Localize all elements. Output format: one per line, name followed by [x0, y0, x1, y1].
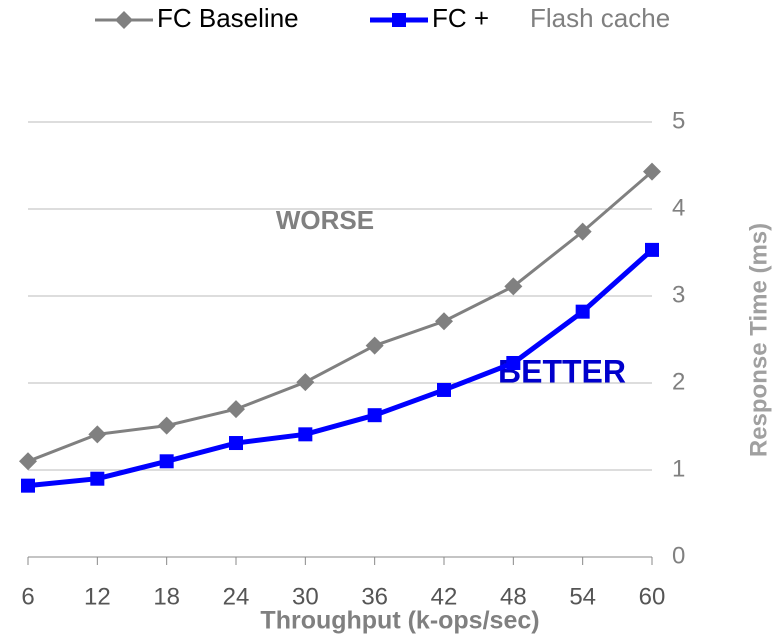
- x-tick-label: 12: [84, 583, 111, 610]
- point: [19, 452, 37, 471]
- x-tick-label: 48: [500, 583, 527, 610]
- point: [21, 478, 35, 493]
- y-tick-label: 3: [672, 281, 685, 308]
- y-tick-label: 2: [672, 368, 685, 395]
- point: [159, 454, 174, 469]
- point: [88, 425, 107, 444]
- point: [296, 373, 315, 392]
- point: [157, 416, 176, 435]
- point: [645, 242, 659, 257]
- point: [575, 304, 590, 319]
- x-tick-label: 18: [153, 583, 180, 610]
- y-tick-label: 1: [672, 455, 685, 482]
- annotation: WORSE: [276, 205, 374, 235]
- x-axis-title: Throughput (k-ops/sec): [260, 607, 539, 635]
- x-tick-label: 24: [223, 583, 250, 610]
- x-tick-label: 6: [21, 583, 34, 610]
- point: [504, 277, 523, 296]
- point: [90, 471, 105, 486]
- point: [367, 408, 382, 423]
- point: [643, 162, 661, 181]
- series-line: [27, 170, 653, 463]
- x-tick-label: 36: [361, 583, 388, 610]
- series-line: [27, 248, 654, 489]
- x-tick-label: 60: [639, 583, 666, 610]
- legend-marker: [392, 13, 406, 27]
- point: [573, 222, 592, 241]
- point: [298, 427, 313, 442]
- point: [365, 336, 384, 355]
- legend-label: FC +: [432, 3, 489, 33]
- x-tick-label: 54: [569, 583, 596, 610]
- legend-note: Flash cache: [530, 3, 670, 33]
- x-tick-label: 30: [292, 583, 319, 610]
- legend-marker: [115, 11, 133, 29]
- point: [229, 436, 243, 451]
- point: [506, 355, 521, 370]
- y-axis-title: Response Time (ms): [745, 223, 772, 457]
- y-tick-label: 4: [672, 194, 685, 221]
- x-tick-label: 42: [431, 583, 458, 610]
- y-tick-label: 0: [672, 542, 685, 569]
- point: [227, 400, 245, 419]
- y-tick-label: 5: [672, 107, 685, 134]
- point: [435, 312, 453, 331]
- point: [437, 382, 451, 397]
- legend-label: FC Baseline: [157, 3, 299, 33]
